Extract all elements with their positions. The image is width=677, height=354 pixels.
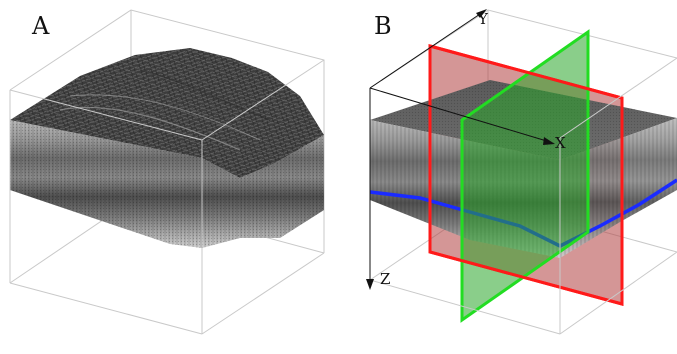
y-axis-arrowhead — [476, 9, 487, 18]
x-axis-label: X — [555, 134, 566, 152]
x-axis-line — [369, 87, 551, 143]
panel-a: A — [9, 9, 325, 335]
y-axis-label: Y — [477, 10, 489, 28]
coordinate-axes: Y X Z — [366, 9, 566, 290]
panel-b-label: B — [374, 12, 392, 40]
panel-b-front-edges — [369, 57, 677, 335]
panel-a-label: A — [31, 12, 50, 40]
z-axis-label: Z — [380, 270, 390, 288]
y-axis-line — [369, 11, 484, 89]
x-axis-arrowhead — [543, 137, 555, 145]
panel-a-retina-volume — [10, 48, 324, 248]
panel-b: Y X Z B — [366, 9, 677, 335]
green-plane — [460, 29, 590, 323]
panel-a-front-edges — [9, 59, 325, 335]
z-axis-arrowhead — [366, 279, 374, 290]
red-plane-front-edge — [428, 44, 624, 306]
